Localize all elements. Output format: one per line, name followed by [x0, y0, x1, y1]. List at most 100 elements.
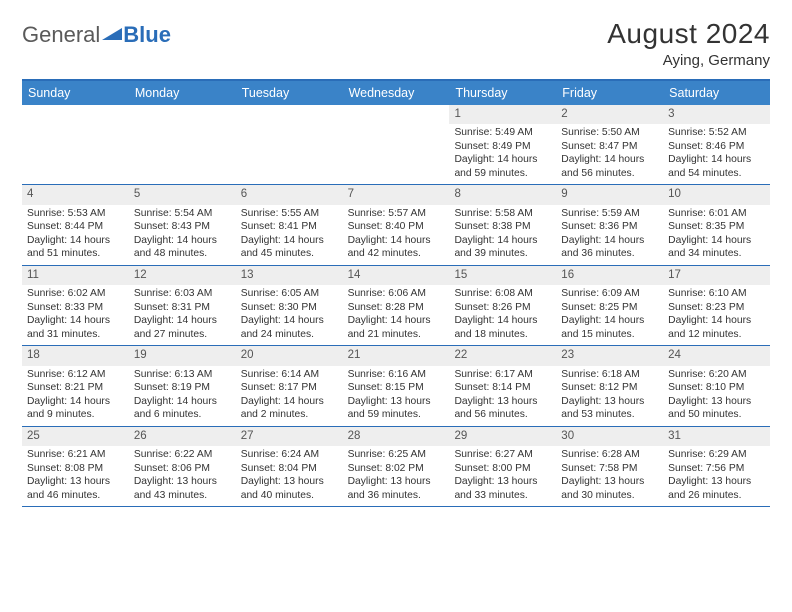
day-number: 22	[449, 346, 556, 365]
daylight-text: and 15 minutes.	[561, 328, 658, 342]
calendar-day-cell: 2Sunrise: 5:50 AMSunset: 8:47 PMDaylight…	[556, 105, 663, 184]
sunrise-text: Sunrise: 5:49 AM	[454, 126, 551, 140]
sunrise-text: Sunrise: 6:02 AM	[27, 287, 124, 301]
calendar-day-cell: 1Sunrise: 5:49 AMSunset: 8:49 PMDaylight…	[449, 105, 556, 184]
month-title: August 2024	[607, 18, 770, 50]
daylight-text: Daylight: 13 hours	[561, 395, 658, 409]
daylight-text: and 40 minutes.	[241, 489, 338, 503]
sunset-text: Sunset: 8:46 PM	[668, 140, 765, 154]
calendar-day-cell: 14Sunrise: 6:06 AMSunset: 8:28 PMDayligh…	[343, 266, 450, 345]
weekday-header: Wednesday	[343, 81, 450, 105]
sunset-text: Sunset: 8:04 PM	[241, 462, 338, 476]
weekday-header: Friday	[556, 81, 663, 105]
day-number: 19	[129, 346, 236, 365]
sunset-text: Sunset: 8:25 PM	[561, 301, 658, 315]
daylight-text: Daylight: 14 hours	[454, 234, 551, 248]
daylight-text: Daylight: 13 hours	[348, 475, 445, 489]
calendar-day-cell: 19 Sunrise: 6:13 AMSunset: 8:19 PMDayligh…	[129, 346, 236, 425]
sunset-text: Sunset: 8:21 PM	[27, 381, 124, 395]
sunrise-text: Sunrise: 5:52 AM	[668, 126, 765, 140]
day-number: 24	[663, 346, 770, 365]
calendar-day-cell: 4Sunrise: 5:53 AMSunset: 8:44 PMDaylight…	[22, 185, 129, 264]
sunrise-text: Sunrise: 6:13 AM	[134, 368, 231, 382]
sunrise-text: Sunrise: 6:25 AM	[348, 448, 445, 462]
daylight-text: and 33 minutes.	[454, 489, 551, 503]
calendar-day-cell: 7Sunrise: 5:57 AMSunset: 8:40 PMDaylight…	[343, 185, 450, 264]
daylight-text: and 48 minutes.	[134, 247, 231, 261]
calendar-day-cell: 13Sunrise: 6:05 AMSunset: 8:30 PMDayligh…	[236, 266, 343, 345]
calendar-day-cell: 11Sunrise: 6:02 AMSunset: 8:33 PMDayligh…	[22, 266, 129, 345]
sunrise-text: Sunrise: 6:09 AM	[561, 287, 658, 301]
sunset-text: Sunset: 8:31 PM	[134, 301, 231, 315]
sunset-text: Sunset: 8:17 PM	[241, 381, 338, 395]
sunset-text: Sunset: 8:06 PM	[134, 462, 231, 476]
sunset-text: Sunset: 7:58 PM	[561, 462, 658, 476]
calendar-day-cell: 10Sunrise: 6:01 AMSunset: 8:35 PMDayligh…	[663, 185, 770, 264]
page-header: General Blue August 2024 Aying, Germany	[22, 18, 770, 69]
day-number: 9	[556, 185, 663, 204]
sunrise-text: Sunrise: 6:21 AM	[27, 448, 124, 462]
daylight-text: and 9 minutes.	[27, 408, 124, 422]
daylight-text: and 46 minutes.	[27, 489, 124, 503]
daylight-text: Daylight: 14 hours	[561, 234, 658, 248]
day-number: 26	[129, 427, 236, 446]
daylight-text: Daylight: 13 hours	[241, 475, 338, 489]
daylight-text: Daylight: 14 hours	[241, 395, 338, 409]
sunset-text: Sunset: 8:26 PM	[454, 301, 551, 315]
day-number: 31	[663, 427, 770, 446]
calendar-day-cell: 27Sunrise: 6:24 AMSunset: 8:04 PMDayligh…	[236, 427, 343, 506]
daylight-text: Daylight: 14 hours	[668, 314, 765, 328]
sunset-text: Sunset: 8:43 PM	[134, 220, 231, 234]
daylight-text: Daylight: 14 hours	[348, 314, 445, 328]
daylight-text: and 45 minutes.	[241, 247, 338, 261]
daylight-text: Daylight: 13 hours	[27, 475, 124, 489]
calendar-day-cell	[343, 105, 450, 184]
day-number: 20	[236, 346, 343, 365]
daylight-text: Daylight: 14 hours	[27, 314, 124, 328]
sunrise-text: Sunrise: 6:18 AM	[561, 368, 658, 382]
sunrise-text: Sunrise: 6:29 AM	[668, 448, 765, 462]
day-number: 2	[556, 105, 663, 124]
day-number: 5	[129, 185, 236, 204]
sunset-text: Sunset: 8:12 PM	[561, 381, 658, 395]
calendar-day-cell: 5Sunrise: 5:54 AMSunset: 8:43 PMDaylight…	[129, 185, 236, 264]
day-number: 29	[449, 427, 556, 446]
calendar-day-cell: 25Sunrise: 6:21 AMSunset: 8:08 PMDayligh…	[22, 427, 129, 506]
day-number: 7	[343, 185, 450, 204]
daylight-text: and 39 minutes.	[454, 247, 551, 261]
calendar-day-cell: 24Sunrise: 6:20 AMSunset: 8:10 PMDayligh…	[663, 346, 770, 425]
daylight-text: Daylight: 14 hours	[134, 234, 231, 248]
day-number	[236, 105, 343, 124]
daylight-text: Daylight: 14 hours	[134, 314, 231, 328]
sunrise-text: Sunrise: 5:50 AM	[561, 126, 658, 140]
daylight-text: and 24 minutes.	[241, 328, 338, 342]
calendar-day-cell: 31Sunrise: 6:29 AMSunset: 7:56 PMDayligh…	[663, 427, 770, 506]
logo: General Blue	[22, 18, 171, 48]
calendar-day-cell: 21Sunrise: 6:16 AMSunset: 8:15 PMDayligh…	[343, 346, 450, 425]
calendar-day-cell: 8Sunrise: 5:58 AMSunset: 8:38 PMDaylight…	[449, 185, 556, 264]
daylight-text: Daylight: 13 hours	[348, 395, 445, 409]
daylight-text: Daylight: 14 hours	[241, 234, 338, 248]
sunrise-text: Sunrise: 6:05 AM	[241, 287, 338, 301]
day-number: 6	[236, 185, 343, 204]
daylight-text: Daylight: 14 hours	[134, 395, 231, 409]
daylight-text: and 34 minutes.	[668, 247, 765, 261]
calendar-day-cell	[129, 105, 236, 184]
weekday-header-row: Sunday Monday Tuesday Wednesday Thursday…	[22, 81, 770, 105]
calendar-day-cell: 26Sunrise: 6:22 AMSunset: 8:06 PMDayligh…	[129, 427, 236, 506]
calendar-week-row: 11Sunrise: 6:02 AMSunset: 8:33 PMDayligh…	[22, 266, 770, 346]
logo-text-blue: Blue	[123, 22, 171, 48]
sunrise-text: Sunrise: 6:16 AM	[348, 368, 445, 382]
day-number	[129, 105, 236, 124]
sunrise-text: Sunrise: 6:28 AM	[561, 448, 658, 462]
daylight-text: and 53 minutes.	[561, 408, 658, 422]
daylight-text: Daylight: 13 hours	[454, 475, 551, 489]
calendar-day-cell: 20Sunrise: 6:14 AMSunset: 8:17 PMDayligh…	[236, 346, 343, 425]
day-number: 3	[663, 105, 770, 124]
daylight-text: and 56 minutes.	[454, 408, 551, 422]
sunset-text: Sunset: 8:36 PM	[561, 220, 658, 234]
calendar-day-cell	[22, 105, 129, 184]
day-number: 12	[129, 266, 236, 285]
sunrise-text: Sunrise: 6:10 AM	[668, 287, 765, 301]
sunset-text: Sunset: 8:19 PM	[134, 381, 231, 395]
